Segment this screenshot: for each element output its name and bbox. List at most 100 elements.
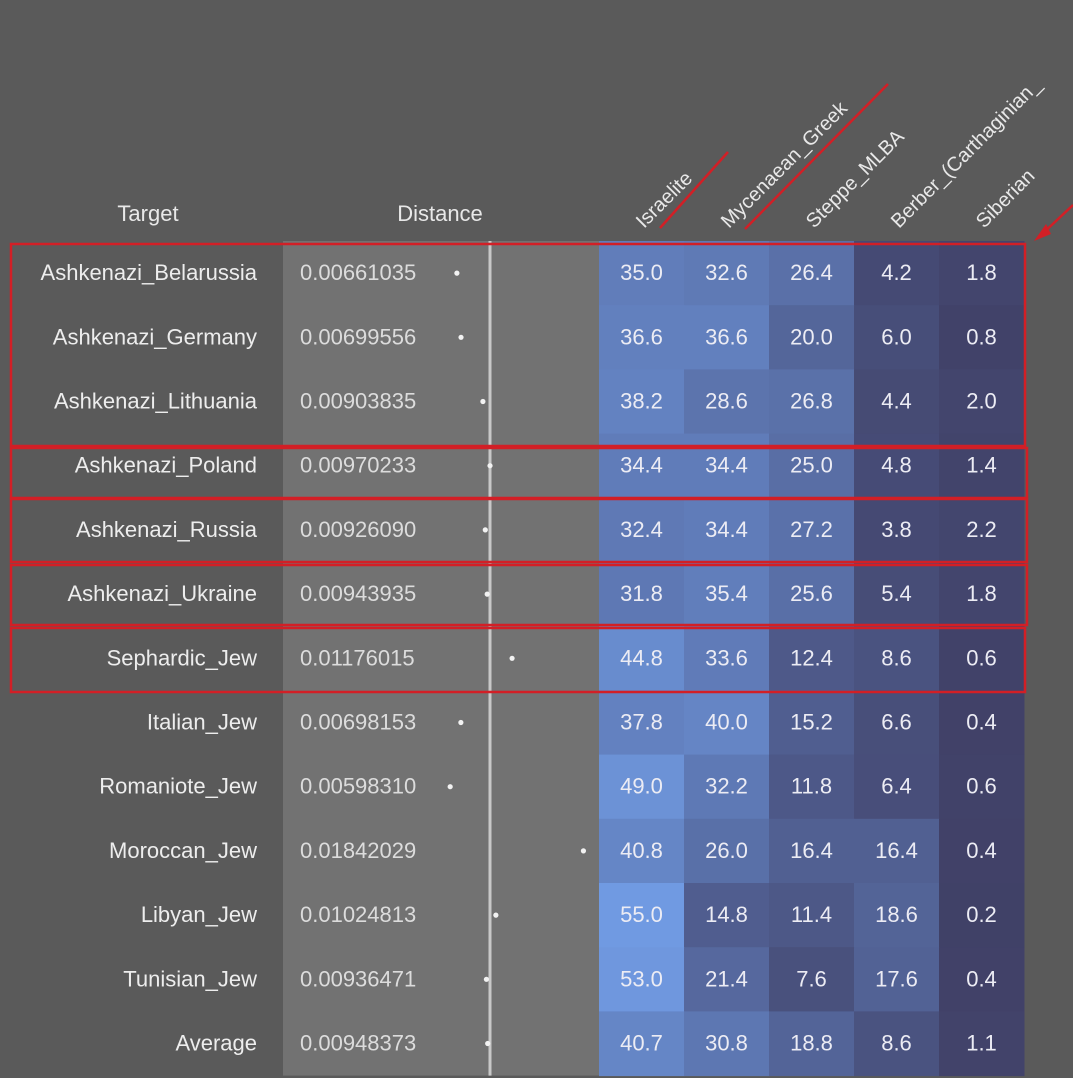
cell-value: 4.4 — [881, 389, 912, 414]
cell-value: 34.4 — [620, 453, 663, 478]
cell-value: 17.6 — [875, 966, 918, 991]
row-target-label: Romaniote_Jew — [99, 774, 257, 799]
cell-value: 6.6 — [881, 710, 912, 735]
cell-value: 18.8 — [790, 1031, 833, 1056]
cell-value: 2.2 — [966, 517, 997, 542]
distance-dot — [509, 655, 515, 661]
heatmap-cell — [599, 433, 685, 499]
row-distance-value: 0.00926090 — [300, 517, 416, 542]
heatmap-cell — [769, 947, 855, 1012]
cell-value: 2.0 — [966, 389, 997, 414]
cell-value: 35.4 — [705, 581, 748, 606]
heatmap-cell — [939, 947, 1025, 1012]
distance-dot — [458, 334, 464, 340]
heatmap-cell — [599, 241, 685, 306]
row-target-label: Average — [175, 1031, 257, 1056]
cell-value: 12.4 — [790, 645, 833, 670]
highlight-box-group — [9, 242, 1027, 448]
heatmap-cell — [684, 369, 770, 435]
cell-value: 25.0 — [790, 453, 833, 478]
cell-value: 1.8 — [966, 260, 997, 285]
cell-value: 34.4 — [705, 517, 748, 542]
distance-panel — [283, 241, 599, 1076]
arrow-head-icon — [1034, 224, 1051, 241]
distance-dot — [454, 270, 460, 276]
cell-value: 0.2 — [966, 902, 997, 927]
cell-value: 25.6 — [790, 581, 833, 606]
row-target-label: Moroccan_Jew — [109, 838, 257, 863]
heatmap-cell — [684, 626, 770, 691]
cell-value: 32.6 — [705, 260, 748, 285]
heatmap-cell — [854, 241, 940, 306]
cell-value: 3.8 — [881, 517, 912, 542]
heatmap-cell — [599, 562, 685, 627]
heatmap-cell — [939, 754, 1025, 820]
heatmap-cell — [769, 497, 855, 563]
heatmap-cell — [854, 369, 940, 435]
heatmap-cell — [854, 1011, 940, 1077]
cell-value: 33.6 — [705, 645, 748, 670]
cell-value: 26.4 — [790, 260, 833, 285]
cell-value: 27.2 — [790, 517, 833, 542]
row-target-label: Ashkenazi_Ukraine — [67, 581, 257, 606]
row-distance-value: 0.00970233 — [300, 453, 416, 478]
cell-value: 21.4 — [705, 966, 748, 991]
cell-value: 16.4 — [790, 838, 833, 863]
cell-value: 8.6 — [881, 645, 912, 670]
heatmap-cell — [684, 562, 770, 627]
row-distance-value: 0.00948373 — [300, 1031, 416, 1056]
distance-dot — [487, 463, 493, 469]
cell-value: 8.6 — [881, 1031, 912, 1056]
heatmap-cell — [769, 883, 855, 948]
heatmap-cell — [599, 305, 685, 370]
heatmap-cell — [684, 241, 770, 306]
row-target-label: Ashkenazi_Belarussia — [41, 260, 258, 285]
cell-value: 55.0 — [620, 902, 663, 927]
cell-value: 28.6 — [705, 389, 748, 414]
cell-value: 40.8 — [620, 838, 663, 863]
heatmap-cell — [854, 947, 940, 1012]
heatmap-cell — [599, 369, 685, 435]
heatmap-cell — [939, 433, 1025, 499]
cell-value: 36.6 — [705, 324, 748, 349]
highlight-box-ukraine — [9, 563, 1029, 627]
heatmap-cell — [854, 818, 940, 884]
distance-dot — [482, 527, 488, 533]
distance-dot — [484, 591, 490, 597]
heatmap-cell — [769, 626, 855, 691]
heatmap-cell — [854, 883, 940, 948]
heatmap-cell — [599, 497, 685, 563]
row-distance-value: 0.00903835 — [300, 389, 416, 414]
heatmap-cell — [684, 1011, 770, 1077]
heatmap-cell — [599, 754, 685, 820]
cell-value: 0.4 — [966, 710, 997, 735]
distance-dot — [458, 719, 464, 726]
distance-dot — [483, 976, 490, 982]
cell-value: 37.8 — [620, 710, 663, 735]
heatmap-cell — [599, 947, 685, 1012]
heatmap-cell — [684, 883, 770, 948]
cell-value: 15.2 — [790, 710, 833, 735]
heatmap-cell — [769, 305, 855, 370]
heatmap-cell — [684, 305, 770, 370]
cell-value: 0.4 — [966, 838, 997, 863]
cell-value: 34.4 — [705, 453, 748, 478]
cell-value: 20.0 — [790, 324, 833, 349]
row-distance-value: 0.01176015 — [300, 645, 415, 670]
cell-value: 5.4 — [881, 581, 912, 606]
distance-dot — [447, 784, 453, 790]
cell-value: 18.6 — [875, 902, 918, 927]
row-target-label: Ashkenazi_Russia — [76, 517, 258, 542]
cell-value: 40.7 — [620, 1031, 663, 1056]
heatmap-cell — [769, 1011, 855, 1077]
heatmap-cell — [769, 690, 855, 756]
cell-value: 36.6 — [620, 324, 663, 349]
row-target-label: Libyan_Jew — [141, 902, 257, 927]
cell-value: 32.4 — [620, 517, 663, 542]
cell-value: 7.6 — [796, 966, 827, 991]
row-distance-value: 0.00943935 — [300, 581, 416, 606]
heatmap-cell — [769, 818, 855, 884]
heatmap-cell — [854, 497, 940, 563]
header-target: Target — [117, 201, 178, 226]
heatmap-cell — [939, 626, 1025, 691]
